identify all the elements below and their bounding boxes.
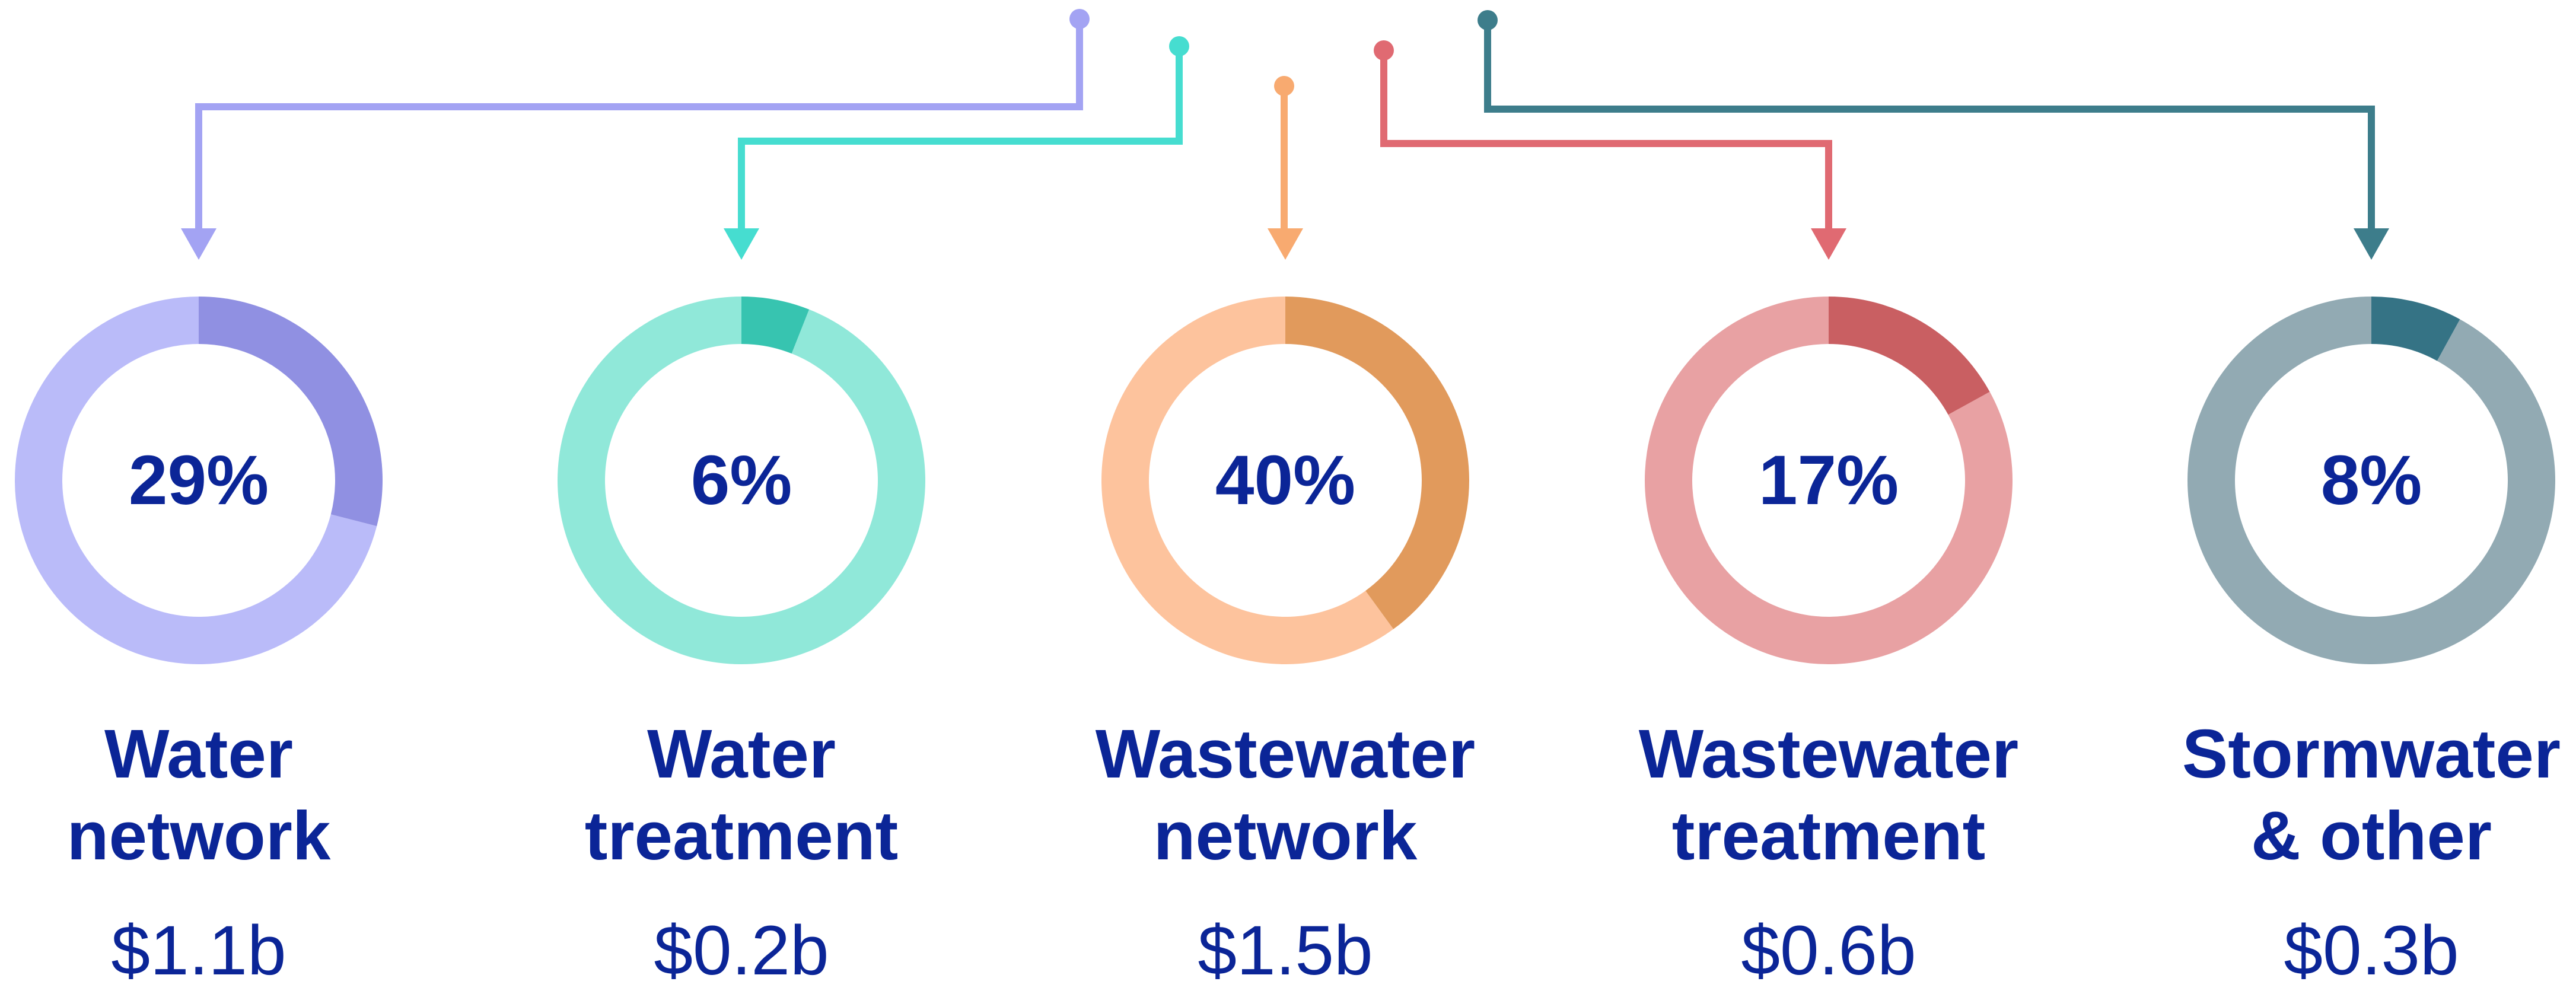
amount-label: $0.2b (654, 912, 829, 990)
donut-slice-wastewater-treatment (1829, 297, 1990, 415)
connector-arrowhead (1811, 228, 1846, 260)
panel-water-treatment: 6% Water treatment $0.2b (534, 297, 949, 990)
amount-label: $0.3b (2284, 912, 2459, 990)
category-label-line: & other (2251, 797, 2492, 874)
percent-label: 29% (128, 441, 269, 520)
connector-arrowhead (2354, 228, 2389, 260)
amount-label: $1.1b (111, 912, 286, 990)
category-label: Wastewater treatment (1621, 713, 2036, 877)
category-label-line: treatment (1671, 797, 1986, 874)
category-label-line: Wastewater (1095, 715, 1476, 792)
connector-path (195, 19, 1083, 228)
donut-stormwater-other: 8% (2187, 297, 2555, 664)
amount-label: $1.5b (1198, 912, 1373, 990)
connector-arrowhead (181, 228, 216, 260)
donut-water-network: 29% (15, 297, 383, 664)
amount-label: $0.6b (1741, 912, 1916, 990)
connector-path (738, 46, 1183, 228)
donut-wastewater-treatment: 17% (1645, 297, 2013, 664)
donut-slice-stormwater-other (2371, 297, 2460, 361)
category-label-line: Stormwater (2182, 715, 2561, 792)
category-label-line: network (66, 797, 331, 874)
connector-1 (181, 9, 1090, 260)
category-label-line: Water (647, 715, 836, 792)
category-label-line: network (1153, 797, 1418, 874)
connector-5 (1478, 10, 2389, 260)
donut-slice-water-treatment (741, 297, 810, 354)
donut-slice-water-network (199, 297, 383, 527)
category-label: Wastewater network (1078, 713, 1493, 877)
category-label: Stormwater & other (2164, 713, 2576, 877)
connector-path (1484, 20, 2375, 228)
category-label-line: Wastewater (1638, 715, 2019, 792)
category-label: Water treatment (534, 713, 949, 877)
donut-slice-wastewater-network (1285, 297, 1469, 629)
donut-water-treatment: 6% (558, 297, 925, 664)
category-label: Water network (0, 713, 406, 877)
percent-label: 6% (690, 441, 792, 520)
connector-4 (1374, 40, 1846, 260)
category-label-line: treatment (584, 797, 899, 874)
donut-wastewater-network: 40% (1101, 297, 1469, 664)
panel-water-network: 29% Water network $1.1b (0, 297, 406, 990)
donut-remainder-wastewater-network (1101, 297, 1394, 664)
percent-label: 17% (1758, 441, 1899, 520)
panel-stormwater-other: 8% Stormwater & other $0.3b (2164, 297, 2576, 990)
panel-wastewater-treatment: 17% Wastewater treatment $0.6b (1621, 297, 2036, 990)
percent-label: 40% (1215, 441, 1356, 520)
connector-path (1380, 50, 1832, 228)
category-label-line: Water (104, 715, 293, 792)
connector-arrowhead (1268, 228, 1303, 260)
connector-arrowhead (724, 228, 759, 260)
connector-3 (1268, 76, 1303, 260)
panel-wastewater-network: 40% Wastewater network $1.5b (1078, 297, 1493, 990)
connector-2 (724, 36, 1189, 260)
percent-label: 8% (2320, 441, 2422, 520)
